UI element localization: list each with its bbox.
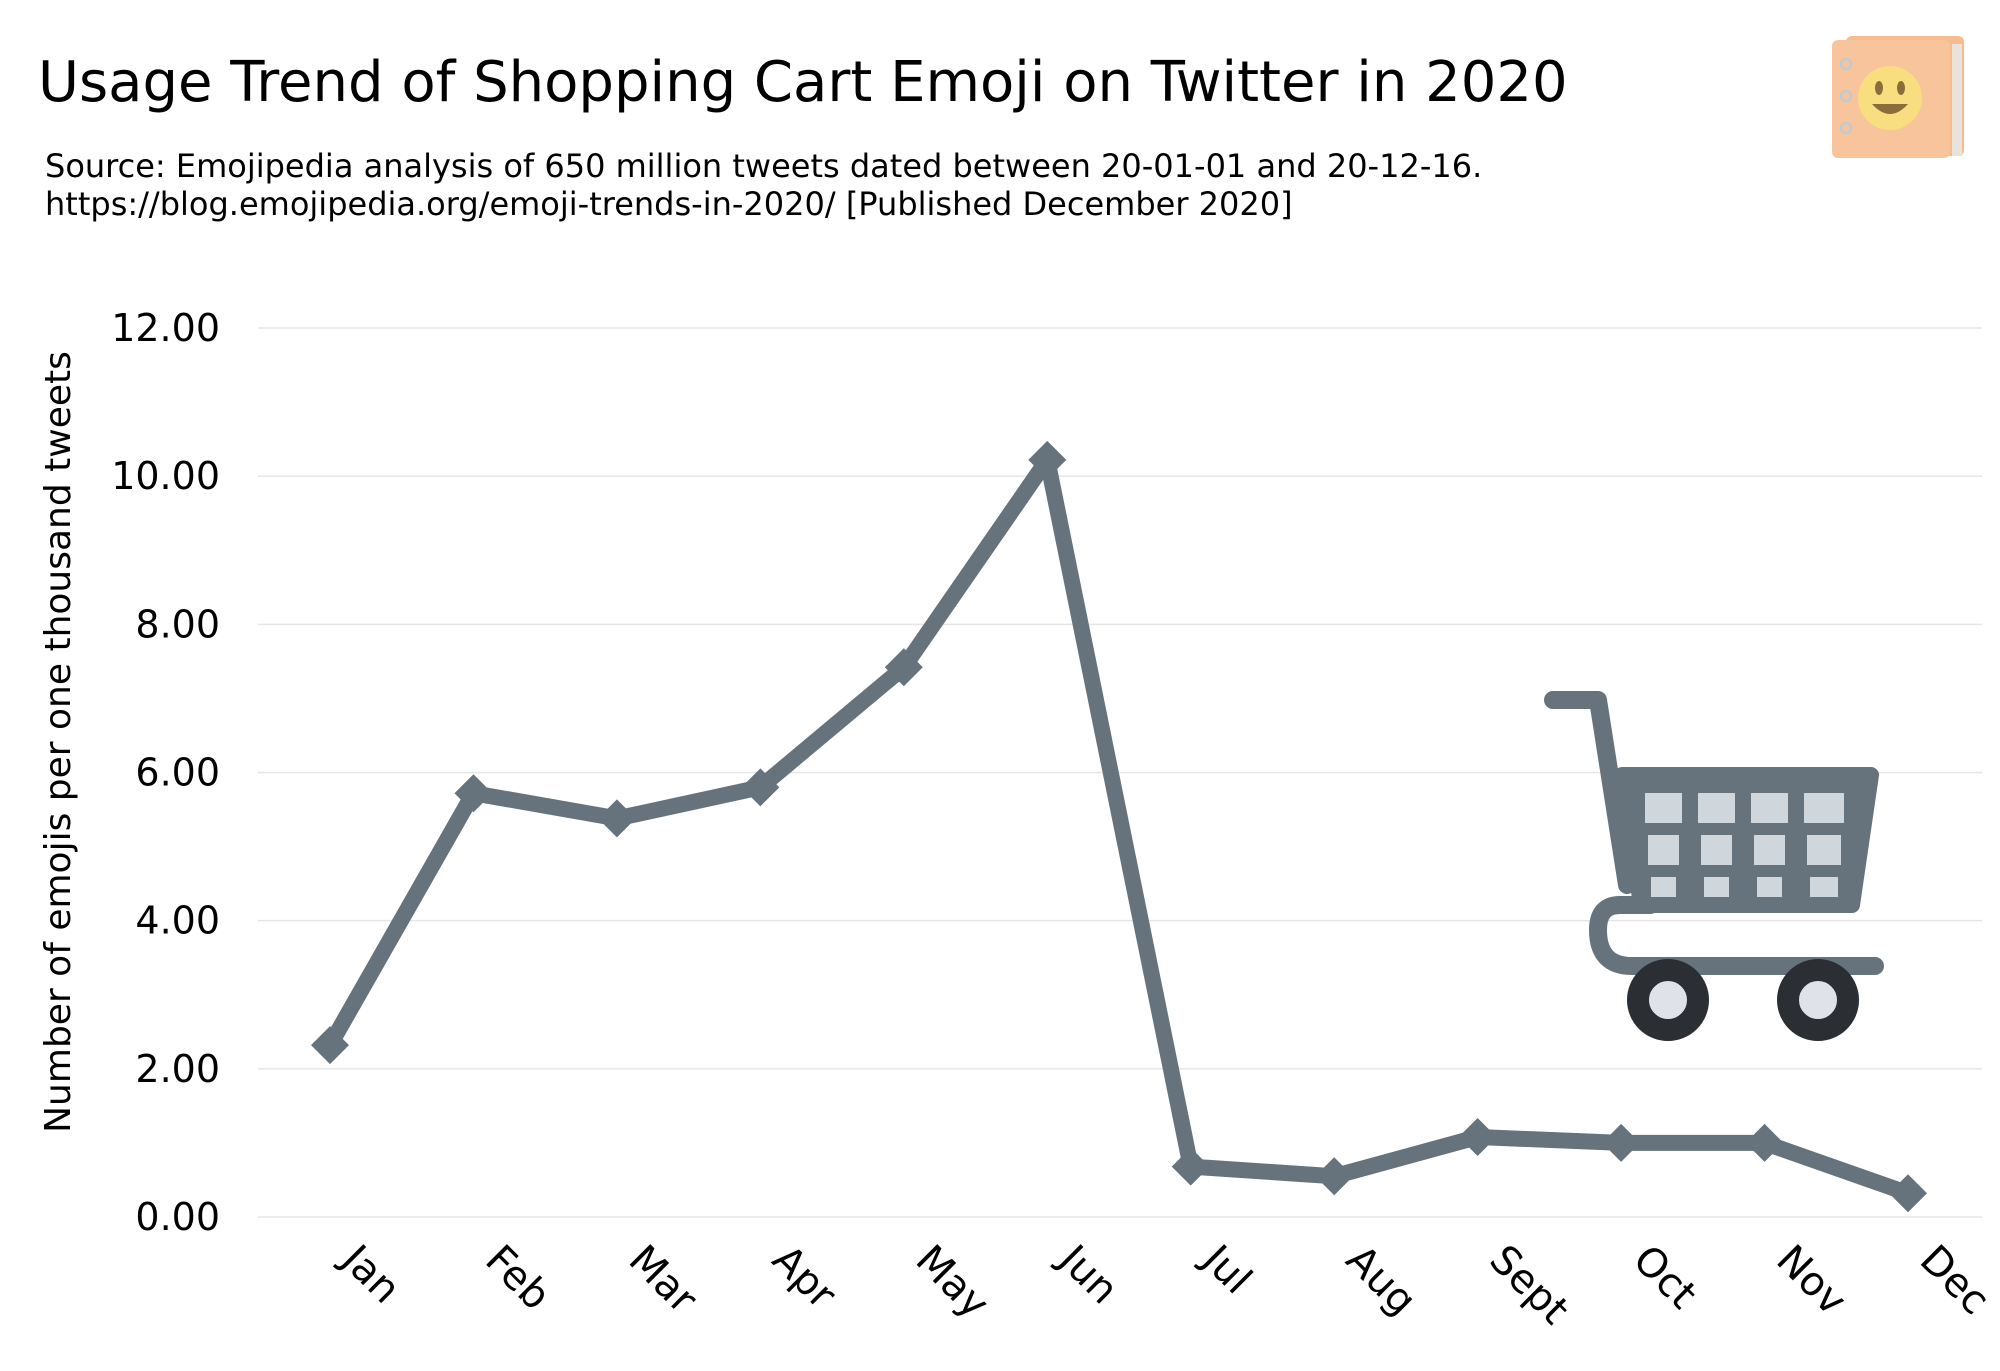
cart-basket-cell (1698, 793, 1735, 823)
data-point-marker (1171, 1147, 1210, 1186)
cart-basket-cell (1754, 835, 1785, 865)
cart-basket-cell (1757, 877, 1782, 897)
y-axis-ticks: 0.00 2.00 4.00 6.00 8.00 10.00 12.00 (111, 306, 220, 1239)
y-axis-label: Number of emojis per one thousand tweets (38, 351, 79, 1133)
x-tick-label: Jul (1192, 1234, 1261, 1303)
x-tick-label: Sept (1481, 1237, 1578, 1334)
data-point-marker (1745, 1123, 1784, 1162)
data-point-marker (1458, 1117, 1497, 1156)
y-tick-label: 12.00 (111, 306, 220, 350)
data-point-marker (454, 774, 493, 813)
x-tick-label: Oct (1624, 1237, 1705, 1318)
data-point-marker (884, 648, 923, 687)
cart-basket-cell (1807, 835, 1841, 865)
emojipedia-book-icon (1832, 36, 1964, 158)
y-tick-label: 0.00 (135, 1195, 220, 1239)
cart-basket-cell (1651, 877, 1676, 897)
x-tick-label: Nov (1767, 1237, 1855, 1325)
y-tick-label: 2.00 (135, 1047, 220, 1091)
y-tick-label: 4.00 (135, 899, 220, 943)
series-line (322, 451, 1916, 1202)
data-point-marker (311, 1026, 349, 1065)
data-point-marker (597, 799, 636, 838)
cart-basket-cell (1751, 793, 1788, 823)
y-tick-label: 10.00 (111, 454, 220, 498)
y-tick-label: 8.00 (135, 602, 220, 646)
x-tick-label: Aug (1337, 1237, 1425, 1325)
series-line-path (322, 451, 1916, 1202)
x-tick-label: Jan (331, 1234, 409, 1312)
data-point-marker (1028, 440, 1067, 479)
data-point-marker (1315, 1157, 1354, 1196)
x-tick-label: Jun (1048, 1234, 1127, 1313)
data-point-marker (1602, 1123, 1641, 1162)
x-axis-ticks: Jan Feb Mar Apr May Jun Jul Aug Sept Oct Nov Dec (331, 1234, 1998, 1333)
cart-basket-cell (1701, 835, 1732, 865)
cart-basket-cell (1645, 793, 1682, 823)
cart-basket-cell (1804, 793, 1844, 823)
shopping-cart-icon (1544, 691, 1884, 1041)
x-tick-label: Feb (476, 1237, 559, 1320)
y-tick-label: 6.00 (135, 751, 220, 795)
source-line: Source: Emojipedia analysis of 650 milli… (45, 147, 1483, 185)
cart-basket-cell (1704, 877, 1729, 897)
cart-basket-cell (1810, 877, 1838, 897)
x-tick-label: Mar (620, 1237, 706, 1323)
x-tick-label: May (907, 1237, 998, 1328)
cart-basket-cell (1648, 835, 1679, 865)
chart-title: Usage Trend of Shopping Cart Emoji on Tw… (38, 50, 1568, 115)
data-point-marker (1889, 1174, 1927, 1213)
series-markers (311, 440, 1927, 1213)
chart-source: Source: Emojipedia analysis of 650 milli… (45, 147, 1482, 223)
data-point-marker (741, 768, 780, 807)
x-tick-label: Dec (1911, 1237, 1998, 1324)
source-url-line: https://blog.emojipedia.org/emoji-trends… (45, 185, 1293, 223)
x-tick-label: Apr (763, 1237, 845, 1319)
